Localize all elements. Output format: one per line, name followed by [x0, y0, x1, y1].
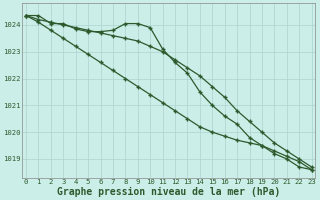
X-axis label: Graphe pression niveau de la mer (hPa): Graphe pression niveau de la mer (hPa)	[57, 186, 280, 197]
